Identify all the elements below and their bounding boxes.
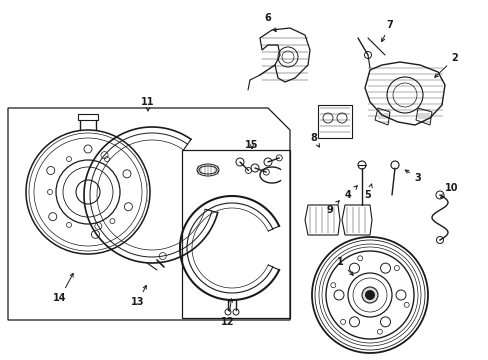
Text: 15: 15 xyxy=(245,140,258,150)
Text: 6: 6 xyxy=(264,13,276,32)
Text: 3: 3 xyxy=(405,170,421,183)
Text: 2: 2 xyxy=(434,53,457,77)
Text: 11: 11 xyxy=(141,97,154,111)
Text: 12: 12 xyxy=(221,299,234,327)
Circle shape xyxy=(364,290,374,300)
Text: 13: 13 xyxy=(131,285,146,307)
Text: 14: 14 xyxy=(53,273,73,303)
Text: 5: 5 xyxy=(364,184,371,200)
Text: 1: 1 xyxy=(336,257,352,275)
Text: 9: 9 xyxy=(326,201,339,215)
Circle shape xyxy=(361,287,377,303)
Text: 7: 7 xyxy=(381,20,392,41)
Text: 10: 10 xyxy=(440,183,458,198)
Text: 4: 4 xyxy=(344,186,357,200)
Text: 8: 8 xyxy=(310,133,319,147)
